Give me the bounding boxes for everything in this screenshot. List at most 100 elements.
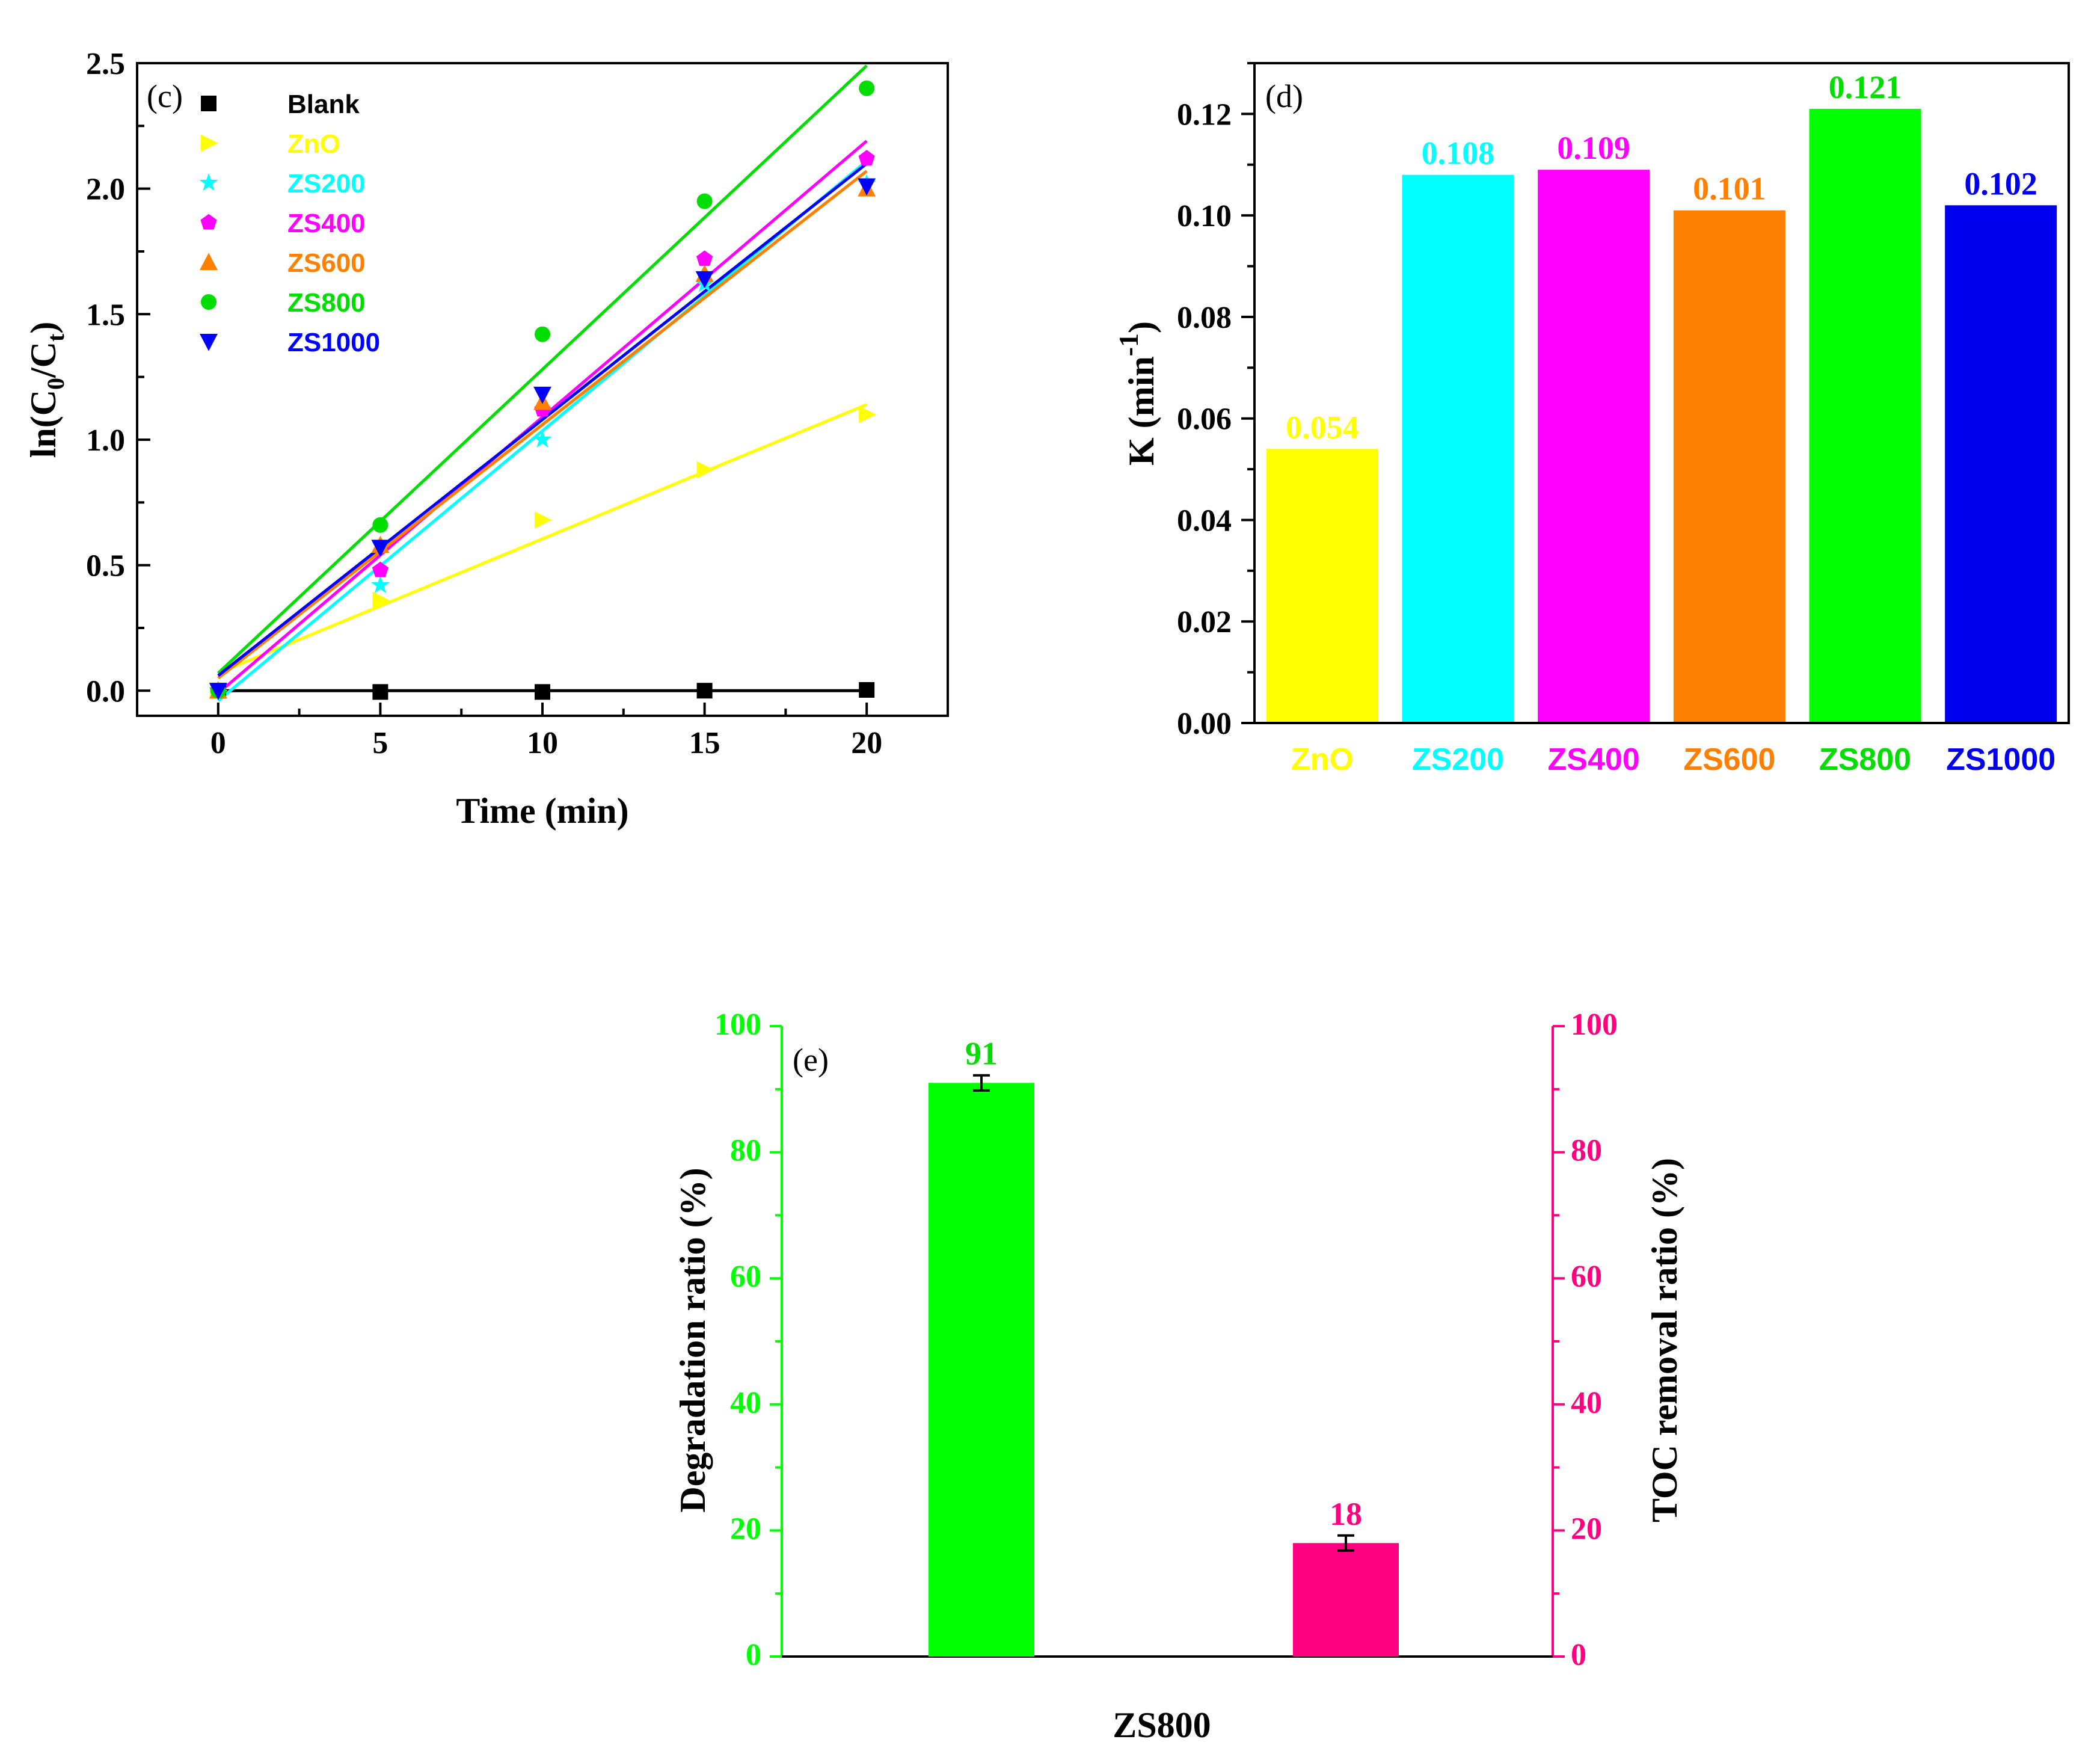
chart-e-y-title-left: Degradation ratio (%) xyxy=(673,1168,713,1512)
chart-c-legend-label-zs1000: ZS1000 xyxy=(287,328,380,357)
chart-c-point-zno xyxy=(535,511,552,529)
chart-e-right-tick-label: 20 xyxy=(1571,1512,1602,1546)
chart-c-legend-label-zs800: ZS800 xyxy=(287,288,366,318)
chart-d-frame xyxy=(1253,62,2070,724)
chart-c-point-zno xyxy=(696,461,714,479)
chart-c-y-tick-label: 0.0 xyxy=(86,674,125,709)
chart-d-value-label: 0.109 xyxy=(1557,130,1630,166)
chart-c-fit-line-zs600 xyxy=(217,170,868,680)
chart-d: 0.00 0.02 0.04 0.06 0.08 0.10 0.12 0.054 ZnO 0.1… xyxy=(1113,62,2070,777)
chart-d-y-tick-label: 0.12 xyxy=(1177,97,1232,132)
chart-c-fit-line-zs400 xyxy=(217,140,868,695)
chart-c-x-tick-label: 0 xyxy=(210,726,226,760)
chart-e-left-tick-label: 20 xyxy=(730,1512,761,1546)
chart-c-y-tick-label: 2.0 xyxy=(86,173,125,207)
chart-c-point-zs200 xyxy=(370,575,390,594)
chart-c-x-tick-label: 20 xyxy=(851,726,882,760)
chart-e-right-tick-label: 40 xyxy=(1571,1386,1602,1420)
chart-e-panel-label: (e) xyxy=(793,1042,829,1078)
chart-d-y-tick-label: 0.04 xyxy=(1177,503,1232,538)
chart-c-y-tick-label: 2.5 xyxy=(86,47,125,81)
chart-d-value-label: 0.102 xyxy=(1964,165,2037,202)
chart-e-right-tick-label: 80 xyxy=(1571,1134,1602,1168)
chart-d-category-label: ZS600 xyxy=(1683,742,1775,777)
chart-c-legend-label-zs400: ZS400 xyxy=(287,209,366,238)
chart-c-legend-marker-zs400 xyxy=(200,214,217,230)
chart-d-bar-zno xyxy=(1266,449,1378,723)
chart-d-category-label: ZnO xyxy=(1291,742,1354,777)
chart-e-left-tick-label: 0 xyxy=(746,1638,761,1672)
chart-c-point-zs800 xyxy=(535,326,550,342)
chart-d-bar-zs1000 xyxy=(1945,205,2057,723)
chart-d-y-tick-label: 0.06 xyxy=(1177,402,1232,437)
chart-d-value-label: 0.101 xyxy=(1693,171,1766,207)
chart-e-left-tick-label: 100 xyxy=(714,1008,761,1042)
chart-c-fit-line-zs1000 xyxy=(217,162,868,677)
chart-c-legend-marker-zno xyxy=(201,134,218,152)
chart-d-bar-zs400 xyxy=(1538,170,1650,723)
chart-d-y-tick-label: 0.00 xyxy=(1177,707,1232,741)
chart-c-legend-marker-blank xyxy=(201,96,216,111)
chart-c-y-tick-label: 0.5 xyxy=(86,549,125,583)
chart-c-point-blank xyxy=(535,684,550,700)
chart-c-legend-marker-zs1000 xyxy=(200,334,218,351)
chart-c-y-tick-label: 1.0 xyxy=(86,423,125,458)
chart-e-right-tick-label: 0 xyxy=(1571,1638,1586,1672)
chart-d-value-label: 0.108 xyxy=(1422,135,1495,171)
chart-e-value-label: 18 xyxy=(1330,1496,1362,1532)
chart-d-bar-zs600 xyxy=(1673,210,1785,723)
chart-c-point-zs400 xyxy=(372,561,388,577)
chart-e-left-tick-label: 60 xyxy=(730,1260,761,1294)
chart-c-legend-label-zs200: ZS200 xyxy=(287,169,366,198)
chart-c-frame xyxy=(136,62,949,717)
chart-c-y-tick-label: 1.5 xyxy=(86,298,125,332)
chart-e-bar-degradation xyxy=(929,1083,1034,1657)
chart-e-right-tick-label: 100 xyxy=(1571,1008,1618,1042)
chart-c-point-zs800 xyxy=(372,517,388,533)
chart-c-x-title: Time (min) xyxy=(456,791,628,831)
chart-c-point-zs1000 xyxy=(533,386,551,404)
chart-c-legend-marker-zs800 xyxy=(201,294,216,310)
chart-c-legend-marker-zs600 xyxy=(200,253,218,270)
chart-d-bar-zs200 xyxy=(1402,174,1514,724)
chart-d-category-label: ZS1000 xyxy=(1946,742,2055,777)
chart-c-y-title: ln(C0/Ct) xyxy=(23,322,69,458)
chart-c-legend-label-zno: ZnO xyxy=(287,129,340,159)
chart-e-left-tick-label: 40 xyxy=(730,1386,761,1420)
chart-c-fit-line-zs800 xyxy=(217,64,868,674)
chart-c-x-tick-label: 5 xyxy=(372,726,388,760)
chart-c-point-blank xyxy=(859,682,875,698)
chart-d-y-tick-label: 0.10 xyxy=(1177,199,1232,233)
chart-c-panel-label: (c) xyxy=(147,78,183,114)
chart-c-x-tick-label: 15 xyxy=(689,726,720,760)
chart-e-right-tick-label: 60 xyxy=(1571,1260,1602,1294)
chart-d-bar-zs800 xyxy=(1809,108,1921,723)
chart-c-point-zs400 xyxy=(858,150,875,166)
chart-c-point-zs1000 xyxy=(209,683,227,700)
chart-d-y-title: K (min-1) xyxy=(1113,321,1161,466)
chart-c-point-zs800 xyxy=(696,193,713,209)
chart-c-point-zno xyxy=(859,405,876,423)
chart-e-left-tick-label: 80 xyxy=(730,1134,761,1168)
chart-e-value-label: 91 xyxy=(965,1036,998,1072)
chart-d-category-label: ZS200 xyxy=(1412,742,1504,777)
chart-d-y-tick-label: 0.02 xyxy=(1177,605,1232,639)
chart-c-point-blank xyxy=(372,684,388,700)
chart-d-y-title-sup: -1 xyxy=(1113,333,1144,356)
chart-c-fit-line-zno xyxy=(217,403,868,675)
chart-c-x-tick-label: 10 xyxy=(527,726,558,760)
chart-e-x-title: ZS800 xyxy=(1113,1705,1211,1745)
chart-d-value-label: 0.054 xyxy=(1286,409,1359,445)
chart-e-bar-toc xyxy=(1293,1543,1399,1657)
chart-c-point-zs1000 xyxy=(371,540,390,558)
chart-d-panel-label: (d) xyxy=(1265,78,1303,114)
chart-c-legend-label-blank: Blank xyxy=(287,90,360,119)
chart-d-category-label: ZS800 xyxy=(1819,742,1911,777)
chart-c-legend-marker-zs200 xyxy=(199,173,218,191)
chart-d-value-label: 0.121 xyxy=(1829,69,1902,105)
chart-e-y-title-right: TOC removal ratio (%) xyxy=(1645,1158,1684,1522)
chart-d-y-title-end: ) xyxy=(1122,321,1161,333)
chart-c-point-zs400 xyxy=(696,250,713,266)
